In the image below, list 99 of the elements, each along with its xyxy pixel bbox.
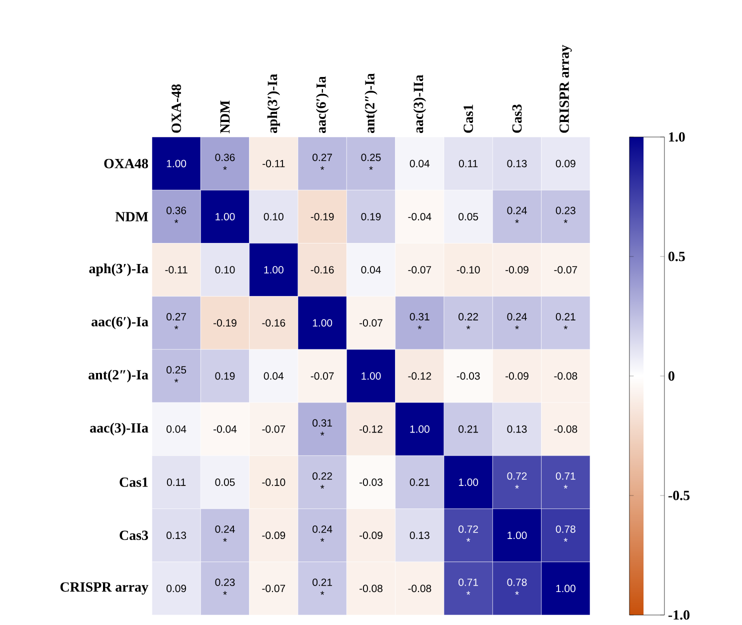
data-label: 0.72 *: [458, 525, 478, 542]
data-label: 0.21 *: [556, 313, 576, 330]
data-label: -0.16: [262, 319, 286, 327]
data-label: 0.23 *: [215, 578, 235, 595]
x-tick-label: NDM: [220, 100, 230, 134]
data-label: 0.21: [458, 425, 478, 433]
data-label: 0.31 *: [312, 419, 332, 436]
data-label: 0.05: [458, 212, 478, 220]
data-label: 0.78 *: [507, 578, 527, 595]
data-label: 0.22 *: [312, 472, 332, 489]
data-label: 0.24 *: [507, 206, 527, 224]
x-tick-label: ant(2″)-Ia: [364, 73, 378, 134]
data-label: 0.19: [361, 212, 381, 220]
data-label: -0.10: [456, 266, 480, 274]
data-label: 0.11: [166, 478, 186, 486]
data-label: -0.03: [360, 478, 382, 486]
color-bar-label: -0.5: [668, 490, 690, 500]
y-tick-label: Cas3: [120, 530, 148, 540]
data-label: 1.00: [216, 212, 235, 220]
x-tick-label: Cas1: [464, 104, 474, 133]
data-label: -0.07: [262, 425, 286, 433]
data-label: 0.36 *: [215, 154, 235, 170]
data-label: -0.04: [214, 425, 237, 433]
data-label: 0.09: [556, 160, 576, 168]
data-label: 0.78 *: [556, 525, 576, 542]
data-label: 1.00: [166, 160, 186, 168]
data-label: -0.16: [310, 266, 334, 274]
data-label: 0.13: [410, 532, 430, 540]
data-label: 0.04: [264, 372, 284, 380]
data-label: 0.09: [166, 584, 186, 592]
y-tick-label: ant(2″)-Ia: [88, 370, 148, 382]
data-label: 0.13: [507, 425, 527, 433]
data-label: -0.07: [360, 319, 382, 327]
data-label: -0.08: [360, 584, 382, 592]
data-label: 0.11: [458, 160, 478, 168]
color-bar-label: 1.0: [669, 132, 685, 142]
data-label: 1.00: [410, 425, 430, 433]
x-tick-label: aac(3)-IIa: [413, 74, 426, 134]
data-label: -0.07: [408, 266, 432, 274]
data-label: 0.24 *: [215, 525, 235, 542]
data-label: 0.04: [166, 425, 186, 433]
data-label: -0.19: [310, 212, 334, 220]
data-label: -0.08: [554, 425, 578, 433]
data-label: 0.71 *: [556, 472, 576, 489]
data-label: 1.00: [508, 532, 527, 540]
color-bar-label: 0: [668, 371, 674, 381]
y-tick-label: NDM: [115, 212, 148, 222]
data-label: 1.00: [458, 478, 478, 486]
y-tick-label: OXA48: [104, 158, 148, 168]
data-label: 1.00: [362, 372, 381, 380]
data-label: 0.31 *: [410, 313, 430, 330]
color-bar-label: 0.5: [668, 252, 685, 262]
data-label: -0.12: [408, 372, 432, 380]
y-tick-label: aac(6′)-Ia: [92, 316, 148, 330]
data-label: -0.07: [262, 584, 286, 592]
data-label: -0.07: [554, 266, 578, 274]
data-label: -0.09: [360, 532, 382, 540]
data-label: -0.07: [310, 372, 334, 380]
x-tick-label: CRISPR array: [560, 44, 572, 133]
data-label: -0.09: [262, 532, 286, 540]
data-label: -0.08: [408, 584, 432, 592]
data-label: -0.11: [165, 266, 188, 274]
x-tick-label: OXA-48: [172, 84, 182, 133]
data-label: -0.03: [456, 372, 480, 380]
data-label: 0.71 *: [458, 578, 478, 595]
data-label: -0.12: [360, 425, 382, 433]
data-label: -0.11: [262, 160, 285, 168]
data-label: -0.08: [554, 372, 578, 380]
y-tick-label: aph(3′)-Ia: [89, 263, 148, 276]
data-label: 1.00: [312, 319, 332, 327]
data-label: 0.27 *: [166, 313, 186, 330]
data-label: 0.25 *: [361, 154, 381, 170]
data-label: -0.09: [506, 372, 528, 380]
color-bar-label: -1.0: [668, 610, 690, 620]
x-tick-label: aph(3′)-Ia: [267, 74, 280, 134]
data-label: 1.00: [264, 266, 284, 274]
data-label: -0.04: [408, 212, 432, 220]
y-tick-label: aac(3)-IIa: [90, 422, 148, 436]
data-label: 0.21: [410, 478, 430, 486]
data-label: 1.00: [556, 584, 576, 592]
data-label: 0.04: [410, 160, 430, 168]
data-label: 0.24 *: [507, 313, 527, 330]
data-label: 0.22 *: [458, 313, 478, 330]
data-label: -0.10: [262, 478, 286, 486]
data-label: 0.04: [361, 266, 381, 274]
x-tick-label: aac(6′)-Ia: [316, 76, 329, 134]
data-label: 0.10: [215, 266, 235, 274]
y-tick-label: CRISPR array: [60, 582, 148, 595]
data-label: 0.10: [264, 212, 284, 220]
data-label: -0.09: [506, 266, 528, 274]
y-tick-label: Cas1: [120, 478, 148, 487]
data-label: -0.19: [214, 319, 236, 327]
x-tick-label: Cas3: [512, 104, 522, 133]
data-label: 0.13: [507, 160, 527, 168]
data-label: 0.19: [215, 372, 235, 380]
data-label: 0.05: [215, 478, 235, 486]
data-label: 0.13: [166, 532, 186, 540]
data-label: 0.24 *: [312, 525, 332, 542]
data-label: 0.72 *: [507, 472, 527, 489]
